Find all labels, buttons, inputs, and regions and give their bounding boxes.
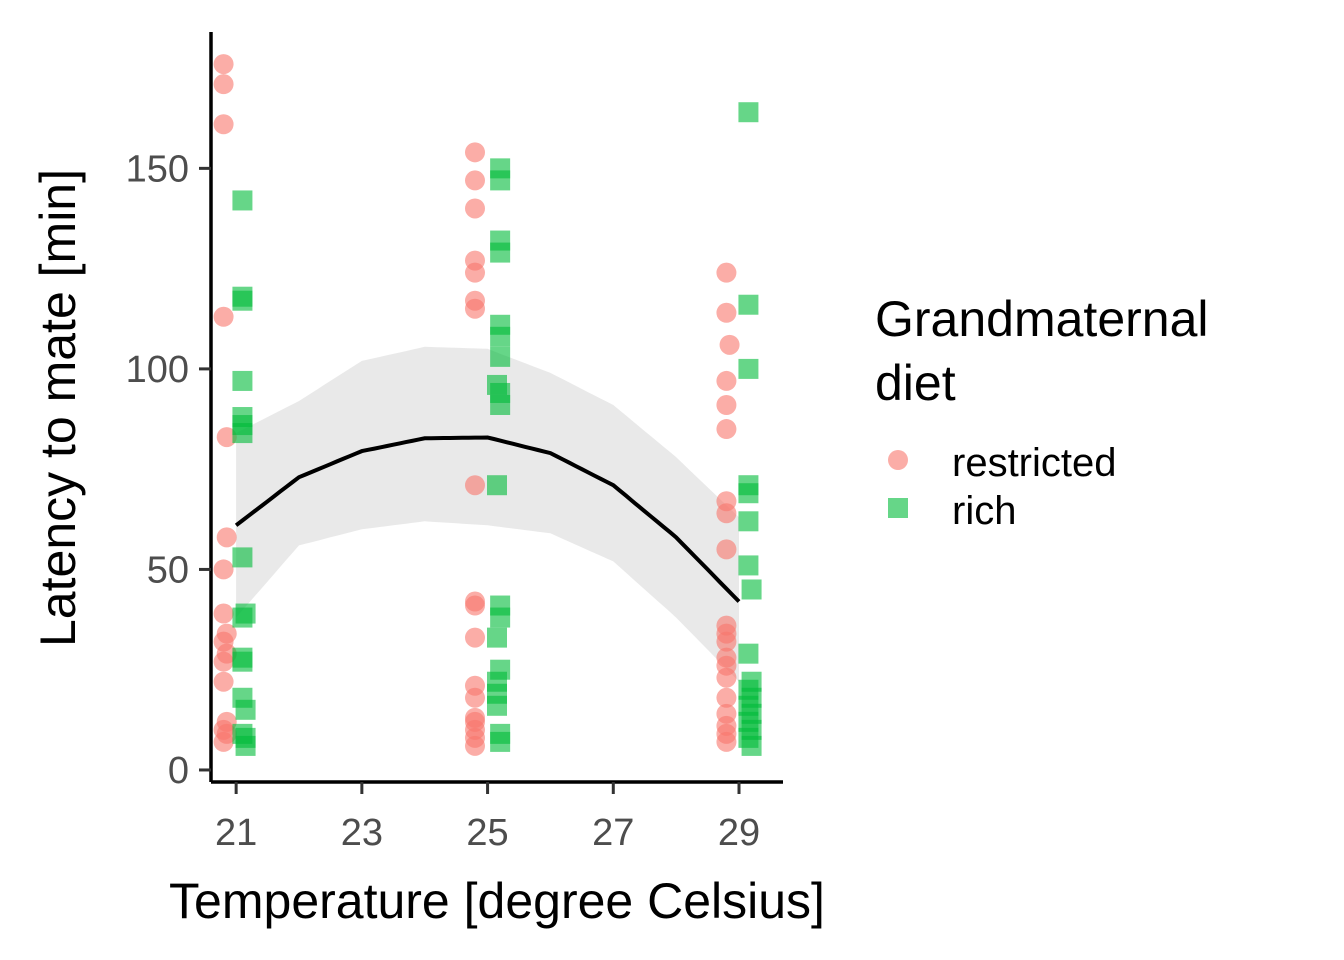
point-rich <box>232 290 253 311</box>
point-restricted <box>716 394 737 415</box>
point-rich <box>738 294 759 315</box>
point-rich <box>490 731 511 752</box>
confidence-band <box>236 346 739 682</box>
point-rich <box>232 607 253 628</box>
point-restricted <box>465 198 485 219</box>
point-rich <box>232 547 253 568</box>
point-rich <box>738 358 759 379</box>
legend-key-rich <box>888 498 908 518</box>
point-rich <box>741 579 762 600</box>
y-tick-label: 50 <box>147 549 189 591</box>
point-restricted <box>716 419 737 440</box>
point-restricted <box>213 603 234 624</box>
point-restricted <box>213 74 234 95</box>
point-restricted <box>213 731 234 752</box>
trend-line <box>234 435 741 603</box>
point-rich <box>738 511 759 532</box>
point-rich <box>235 735 256 756</box>
point-restricted <box>465 627 485 648</box>
legend-title-line-2: diet <box>875 355 956 411</box>
point-rich <box>490 346 511 367</box>
point-rich <box>487 695 507 716</box>
x-axis-title: Temperature [degree Celsius] <box>169 873 825 929</box>
point-restricted <box>716 667 737 688</box>
point-rich <box>232 190 253 211</box>
point-restricted <box>716 370 737 391</box>
point-restricted <box>716 731 737 752</box>
legend-label-restricted: restricted <box>952 441 1117 485</box>
point-rich <box>490 326 511 347</box>
point-rich <box>738 643 759 664</box>
x-tick-label: 29 <box>718 812 760 854</box>
point-rich <box>741 735 762 756</box>
point-restricted <box>465 735 485 756</box>
point-rich <box>738 483 759 504</box>
point-restricted <box>216 527 237 548</box>
point-restricted <box>716 539 737 560</box>
legend-label-rich: rich <box>952 489 1016 533</box>
point-rich <box>738 555 759 576</box>
point-restricted <box>465 595 485 616</box>
trend-line-layer <box>234 435 741 603</box>
point-rich <box>232 423 253 444</box>
point-restricted <box>213 54 234 75</box>
point-restricted <box>465 170 485 191</box>
point-restricted <box>465 262 485 283</box>
confidence-band-layer <box>236 346 739 682</box>
point-rich <box>235 699 256 720</box>
point-restricted <box>213 559 234 580</box>
point-restricted <box>213 651 234 672</box>
x-tick-label: 27 <box>592 812 634 854</box>
point-restricted <box>213 306 234 327</box>
points-layer <box>213 54 762 756</box>
point-restricted <box>719 334 740 355</box>
point-rich <box>490 170 511 191</box>
x-tick-label: 23 <box>341 812 383 854</box>
point-rich <box>490 607 511 628</box>
point-rich <box>738 102 759 123</box>
point-restricted <box>716 302 737 323</box>
legend: Grandmaternal diet restricted rich <box>875 291 1209 533</box>
point-rich <box>232 651 253 672</box>
y-tick-label: 100 <box>126 349 189 391</box>
point-rich <box>487 475 507 496</box>
point-restricted <box>465 298 485 319</box>
axes-layer: 0 50 100 150 21 23 25 27 29 <box>126 32 783 854</box>
legend-title-line-1: Grandmaternal <box>875 291 1209 347</box>
y-tick-label: 0 <box>168 750 189 792</box>
point-restricted <box>213 671 234 692</box>
point-restricted <box>716 631 737 652</box>
x-tick-label: 25 <box>466 812 508 854</box>
point-restricted <box>216 427 237 448</box>
point-restricted <box>716 262 737 283</box>
y-tick-label: 150 <box>126 148 189 190</box>
point-rich <box>487 627 507 648</box>
point-rich <box>232 370 253 391</box>
point-restricted <box>465 475 485 496</box>
point-restricted <box>716 687 737 708</box>
x-tick-label: 21 <box>215 812 257 854</box>
y-axis-title: Latency to mate [min] <box>30 169 86 647</box>
point-rich <box>490 394 511 415</box>
point-restricted <box>465 687 485 708</box>
point-restricted <box>716 503 737 524</box>
point-rich <box>490 242 511 263</box>
legend-key-restricted <box>888 450 908 470</box>
point-restricted <box>465 142 485 163</box>
point-restricted <box>213 114 234 135</box>
